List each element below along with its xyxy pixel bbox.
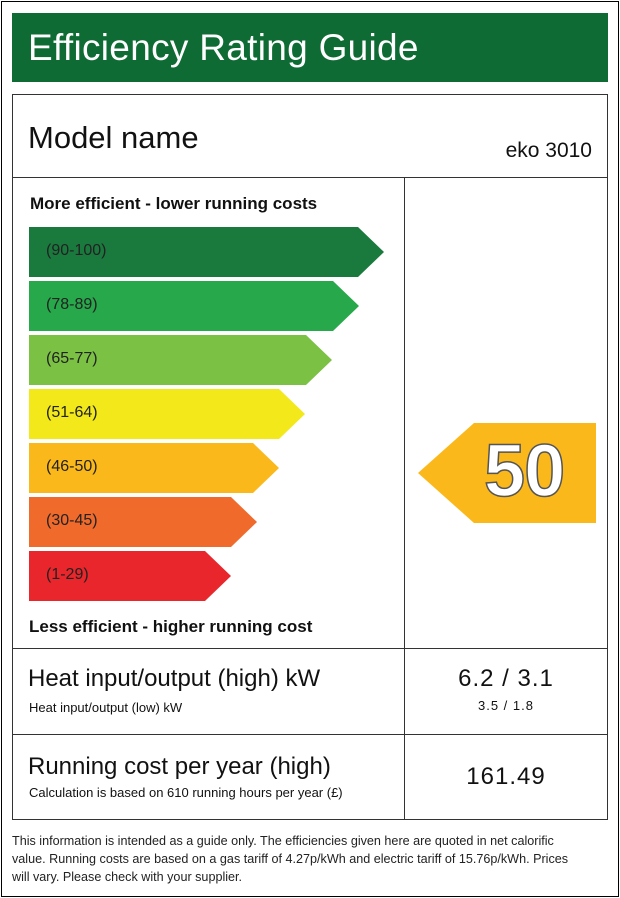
model-row: Model name eko 3010 — [13, 95, 607, 178]
rating-indicator: 50 — [418, 423, 596, 523]
efficiency-band: (78-89) — [29, 281, 359, 331]
cost-label: Running cost per year (high) — [28, 753, 331, 780]
band-range-label: (46-50) — [46, 458, 98, 475]
band-range-label: (65-77) — [46, 350, 98, 367]
band-arrow-shape — [29, 497, 257, 547]
cost-sub-label: Calculation is based on 610 running hour… — [29, 785, 343, 800]
disclaimer: This information is intended as a guide … — [12, 832, 608, 886]
band-range-label: (90-100) — [46, 242, 107, 259]
band-range-label: (51-64) — [46, 404, 98, 421]
rating-value: 50 — [483, 428, 566, 513]
disclaimer-line: This information is intended as a guide … — [12, 834, 554, 848]
rating-arrow-shape — [418, 423, 596, 523]
heat-row: Heat input/output (high) kW Heat input/o… — [13, 648, 607, 735]
band-arrow-shape — [29, 335, 332, 385]
rating-area: More efficient - lower running costs (90… — [13, 177, 607, 649]
column-divider — [404, 735, 405, 820]
band-range-label: (30-45) — [46, 512, 98, 529]
band-arrow-shape — [29, 551, 231, 601]
more-efficient-label: More efficient - lower running costs — [30, 194, 318, 213]
cost-row: Running cost per year (high) Calculation… — [13, 735, 607, 820]
efficiency-band: (51-64) — [29, 389, 305, 439]
rating-table: Model name eko 3010 More efficient - low… — [12, 94, 608, 820]
heat-value: 6.2 / 3.1 — [458, 665, 554, 692]
efficiency-band: (1-29) — [29, 551, 231, 601]
efficiency-band: (65-77) — [29, 335, 332, 385]
disclaimer-line: will vary. Please check with your suppli… — [12, 870, 243, 884]
model-name-value: eko 3010 — [505, 139, 592, 162]
heat-sub-value: 3.5 / 1.8 — [478, 698, 534, 713]
header-banner: Efficiency Rating Guide — [12, 13, 608, 82]
band-range-label: (78-89) — [46, 296, 98, 313]
band-arrow-shape — [29, 281, 359, 331]
band-arrow-shape — [29, 443, 279, 493]
efficiency-band: (46-50) — [29, 443, 279, 493]
band-arrow-shape — [29, 389, 305, 439]
column-divider — [404, 177, 405, 648]
disclaimer-line: value. Running costs are based on a gas … — [12, 852, 569, 866]
heat-sub-label: Heat input/output (low) kW — [29, 700, 183, 715]
cost-value: 161.49 — [466, 763, 546, 790]
column-divider — [404, 648, 405, 734]
page-title: Efficiency Rating Guide — [28, 27, 419, 68]
efficiency-band: (90-100) — [29, 227, 384, 277]
model-name-label: Model name — [28, 120, 199, 155]
efficiency-band: (30-45) — [29, 497, 257, 547]
heat-label: Heat input/output (high) kW — [28, 665, 321, 692]
less-efficient-label: Less efficient - higher running cost — [29, 617, 313, 636]
band-arrow-shape — [29, 227, 384, 277]
band-range-label: (1-29) — [46, 566, 89, 583]
